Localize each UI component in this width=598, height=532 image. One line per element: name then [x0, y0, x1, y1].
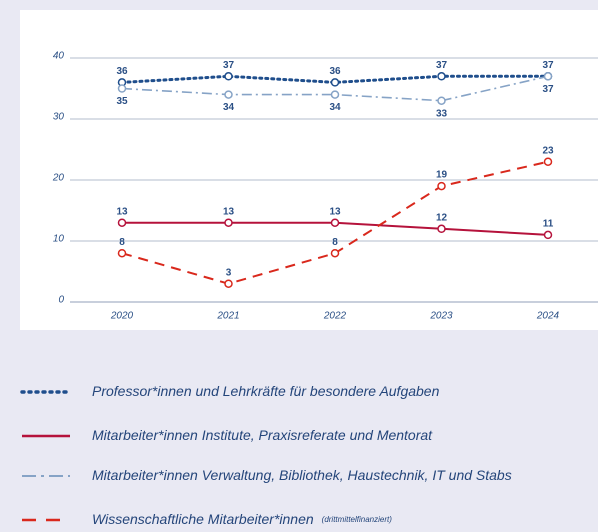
- data-point: [437, 224, 446, 234]
- data-point: [330, 90, 340, 99]
- data-label: 11: [543, 219, 554, 230]
- data-point: [117, 218, 127, 227]
- data-label: 37: [223, 60, 235, 71]
- data-label: 3: [226, 267, 232, 278]
- data-label: 23: [542, 145, 554, 156]
- data-label: 8: [119, 237, 125, 248]
- legend-name: Wissenschaftliche Mitarbeiter*innen: [92, 511, 314, 527]
- data-point: [117, 248, 127, 258]
- y-tick-label: 20: [52, 173, 65, 184]
- legend-note: (drittmittelfinanziert): [322, 515, 393, 524]
- legend-name: Professor*innen und Lehrkräfte für beson…: [92, 383, 440, 399]
- data-label: 37: [542, 60, 554, 71]
- data-label: 33: [436, 108, 448, 119]
- data-point: [224, 279, 233, 288]
- legend-label: Mitarbeiter*innen Institute, Praxisrefer…: [92, 427, 433, 443]
- data-label: 37: [542, 84, 554, 95]
- data-point: [437, 72, 446, 81]
- data-point: [437, 181, 446, 191]
- legend-label: Wissenschaftliche Mitarbeiter*innen (drit…: [92, 511, 392, 527]
- data-point: [117, 84, 127, 93]
- data-label: 13: [116, 206, 128, 217]
- data-point: [330, 218, 340, 227]
- data-point: [224, 72, 233, 81]
- x-tick-label: 2024: [536, 311, 560, 322]
- data-point: [543, 72, 553, 81]
- data-point: [543, 157, 553, 166]
- data-label: 35: [116, 96, 128, 107]
- y-tick-label: 0: [58, 295, 64, 306]
- data-point: [224, 90, 233, 99]
- data-label: 13: [329, 206, 341, 217]
- data-label: 12: [436, 212, 448, 223]
- legend-name: Mitarbeiter*innen Verwaltung, Bibliothek…: [92, 467, 512, 483]
- data-point: [437, 96, 446, 105]
- data-point: [543, 230, 553, 240]
- x-tick-label: 2023: [429, 311, 453, 322]
- data-label: 36: [329, 66, 341, 77]
- data-label: 34: [329, 102, 341, 113]
- data-label: 37: [436, 60, 448, 71]
- data-label: 13: [223, 206, 235, 217]
- data-label: 19: [436, 170, 448, 181]
- legend-label: Mitarbeiter*innen Verwaltung, Bibliothek…: [92, 467, 512, 483]
- data-point: [330, 78, 340, 87]
- y-tick-label: 30: [53, 112, 65, 123]
- legend-name: Mitarbeiter*innen Institute, Praxisrefer…: [92, 427, 433, 443]
- data-label: 34: [223, 102, 235, 113]
- data-point: [330, 248, 340, 258]
- y-tick-label: 10: [53, 234, 65, 245]
- legend-label: Professor*innen und Lehrkräfte für beson…: [92, 383, 440, 399]
- plot-panel: [20, 10, 598, 330]
- y-tick-label: 40: [53, 51, 65, 62]
- x-tick-label: 2022: [323, 311, 347, 322]
- x-tick-label: 2021: [216, 311, 239, 322]
- x-tick-label: 2020: [110, 311, 134, 322]
- data-label: 8: [332, 237, 338, 248]
- data-label: 36: [116, 66, 128, 77]
- data-point: [224, 218, 233, 227]
